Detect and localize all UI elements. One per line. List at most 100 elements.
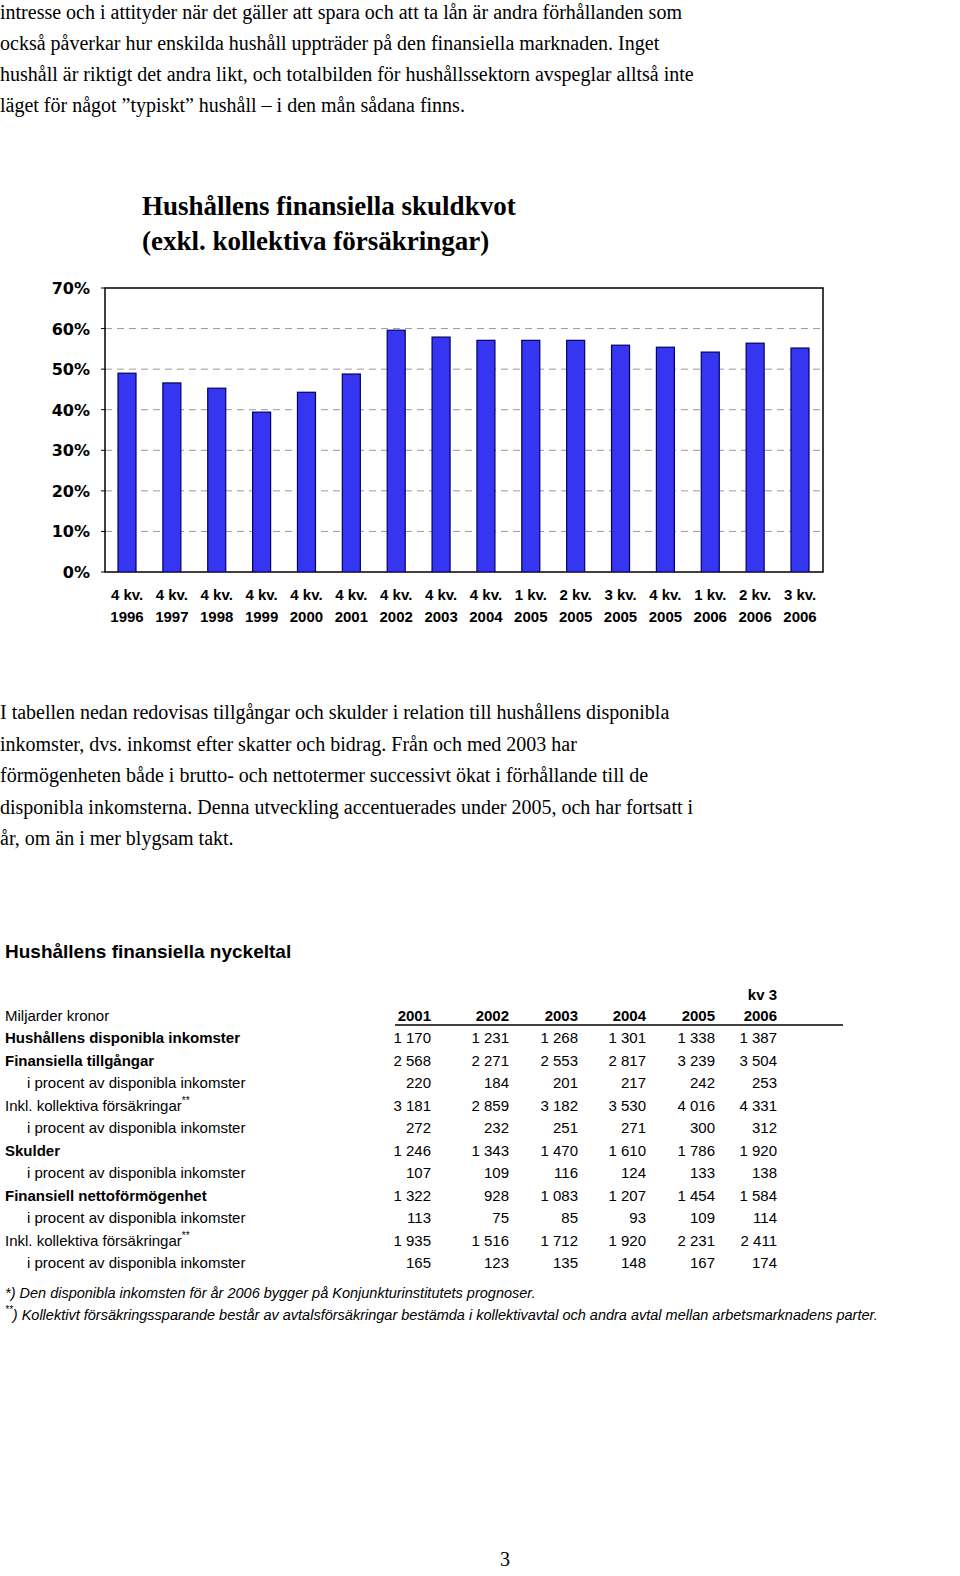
cell: 1 322 bbox=[393, 1187, 431, 1204]
intro-line: hushåll är riktigt det andra likt, och t… bbox=[0, 63, 694, 86]
bar bbox=[342, 374, 360, 572]
bar bbox=[656, 347, 674, 572]
x-tick-label: 1 kv.2006 bbox=[694, 586, 727, 625]
y-tick-label: 40% bbox=[52, 401, 90, 420]
x-tick-label-line: 4 kv. bbox=[290, 586, 322, 603]
x-tick-label-line: 4 kv. bbox=[335, 586, 367, 603]
bar bbox=[253, 412, 271, 572]
cell: 1 207 bbox=[608, 1187, 646, 1204]
body-line: disponibla inkomsterna. Denna utveckling… bbox=[0, 796, 694, 819]
bar bbox=[701, 352, 719, 572]
cell: 1 343 bbox=[471, 1142, 509, 1159]
cell: 1 470 bbox=[540, 1142, 578, 1159]
header-rule bbox=[395, 1024, 843, 1026]
x-tick-label-line: 2 kv. bbox=[560, 586, 592, 603]
cell: 133 bbox=[690, 1164, 715, 1181]
footnote-text: ) Kollektivt försäkringssparande består … bbox=[11, 1307, 878, 1323]
body-line: år, om än i mer blygsam takt. bbox=[0, 827, 234, 850]
x-tick-label-line: 2000 bbox=[290, 608, 323, 625]
x-tick-label: 4 kv.2005 bbox=[649, 586, 682, 625]
x-tick-label-line: 2005 bbox=[559, 608, 592, 625]
row-label: Inkl. kollektiva försäkringar** bbox=[5, 1230, 190, 1249]
body-line: inkomster, dvs. inkomst efter skatter oc… bbox=[0, 733, 577, 756]
row-label: Inkl. kollektiva försäkringar** bbox=[5, 1095, 190, 1114]
x-tick-label: 4 kv.2002 bbox=[380, 586, 413, 625]
cell: 148 bbox=[621, 1254, 646, 1271]
x-tick-label: 4 kv. 1996 bbox=[110, 586, 143, 625]
body-line: I tabellen nedan redovisas tillgångar oc… bbox=[0, 701, 669, 724]
cell: 272 bbox=[406, 1119, 431, 1136]
x-tick-label: 4 kv.1997 bbox=[155, 586, 188, 625]
y-tick-label: 30% bbox=[52, 441, 90, 460]
page: intresse och i attityder när det gäller … bbox=[0, 0, 960, 1576]
x-tick-label-line: 4 kv. bbox=[470, 586, 502, 603]
intro-line: också påverkar hur enskilda hushåll uppt… bbox=[0, 32, 660, 55]
x-tick-label: 4 kv.1999 bbox=[245, 586, 278, 625]
y-tick-label: 60% bbox=[52, 320, 90, 339]
body-line: förmögenheten både i brutto- och nettote… bbox=[0, 764, 648, 787]
y-tick-label: 20% bbox=[52, 482, 90, 501]
x-tick-label-line: 1998 bbox=[200, 608, 233, 625]
cell: 2 411 bbox=[741, 1232, 777, 1249]
cell: 174 bbox=[752, 1254, 777, 1271]
row-label: Hushållens disponibla inkomster bbox=[5, 1029, 240, 1046]
row-label: Finansiella tillgångar bbox=[5, 1052, 154, 1069]
column-header: 2006 bbox=[744, 1007, 777, 1024]
bar bbox=[746, 343, 764, 572]
x-tick-label-line: 2003 bbox=[424, 608, 457, 625]
cell: 253 bbox=[752, 1074, 777, 1091]
cell: 107 bbox=[406, 1164, 431, 1181]
x-tick-label: 2 kv.2006 bbox=[738, 586, 771, 625]
x-tick-label-line: 4 kv. bbox=[111, 586, 143, 603]
cell: 3 181 bbox=[393, 1097, 431, 1114]
grid-line bbox=[105, 328, 823, 329]
x-tick-label-line: 1999 bbox=[245, 608, 278, 625]
bar bbox=[118, 373, 136, 572]
cell: 2 568 bbox=[393, 1052, 431, 1069]
y-tick-label: 0% bbox=[63, 563, 90, 582]
cell: 2 817 bbox=[608, 1052, 646, 1069]
cell: 75 bbox=[492, 1209, 509, 1226]
intro-line: intresse och i attityder när det gäller … bbox=[0, 1, 682, 24]
bar bbox=[522, 340, 540, 572]
footnote-text: ) Den disponibla inkomsten för år 2006 b… bbox=[9, 1285, 536, 1301]
x-tick-label-line: 2001 bbox=[335, 608, 368, 625]
cell: 220 bbox=[406, 1074, 431, 1091]
cell: 2 271 bbox=[471, 1052, 509, 1069]
cell: 1 584 bbox=[739, 1187, 777, 1204]
cell: 124 bbox=[621, 1164, 646, 1181]
cell: 116 bbox=[554, 1164, 578, 1181]
x-tick-label-line: 1996 bbox=[110, 608, 143, 625]
x-tick-label: 4 kv. 2004 bbox=[469, 586, 503, 625]
cell: 3 182 bbox=[540, 1097, 578, 1114]
bar bbox=[208, 388, 226, 572]
cell: 1 712 bbox=[540, 1232, 578, 1249]
footnote: **) Kollektivt försäkringssparande bestå… bbox=[5, 1304, 878, 1323]
x-tick-label-line: 2005 bbox=[604, 608, 637, 625]
table-title: Hushållens finansiella nyckeltal bbox=[5, 941, 291, 962]
bar bbox=[387, 330, 405, 572]
x-tick-label: 1 kv.2005 bbox=[514, 586, 547, 625]
cell: 3 504 bbox=[739, 1052, 777, 1069]
x-tick-label-line: 2004 bbox=[469, 608, 503, 625]
cell: 300 bbox=[690, 1119, 715, 1136]
cell: 138 bbox=[752, 1164, 777, 1181]
cell: 1 246 bbox=[393, 1142, 431, 1159]
bar bbox=[297, 392, 315, 572]
cell: 1 231 bbox=[471, 1029, 509, 1046]
column-header: 2005 bbox=[682, 1007, 715, 1024]
column-header: 2002 bbox=[476, 1007, 509, 1024]
column-header: 2003 bbox=[545, 1007, 578, 1024]
page-number: 3 bbox=[500, 1548, 510, 1570]
bar bbox=[477, 340, 495, 572]
column-header-note: kv 3 bbox=[748, 986, 777, 1003]
x-tick-label-line: 4 kv. bbox=[156, 586, 188, 603]
cell: 1 920 bbox=[608, 1232, 646, 1249]
x-tick-label-line: 2005 bbox=[514, 608, 547, 625]
cell: 4 331 bbox=[739, 1097, 777, 1114]
cell: 1 610 bbox=[608, 1142, 646, 1159]
x-tick-label-line: 4 kv. bbox=[201, 586, 233, 603]
cell: 1 920 bbox=[739, 1142, 777, 1159]
x-tick-label-line: 2006 bbox=[783, 608, 816, 625]
x-tick-label: 3 kv.2006 bbox=[783, 586, 816, 625]
